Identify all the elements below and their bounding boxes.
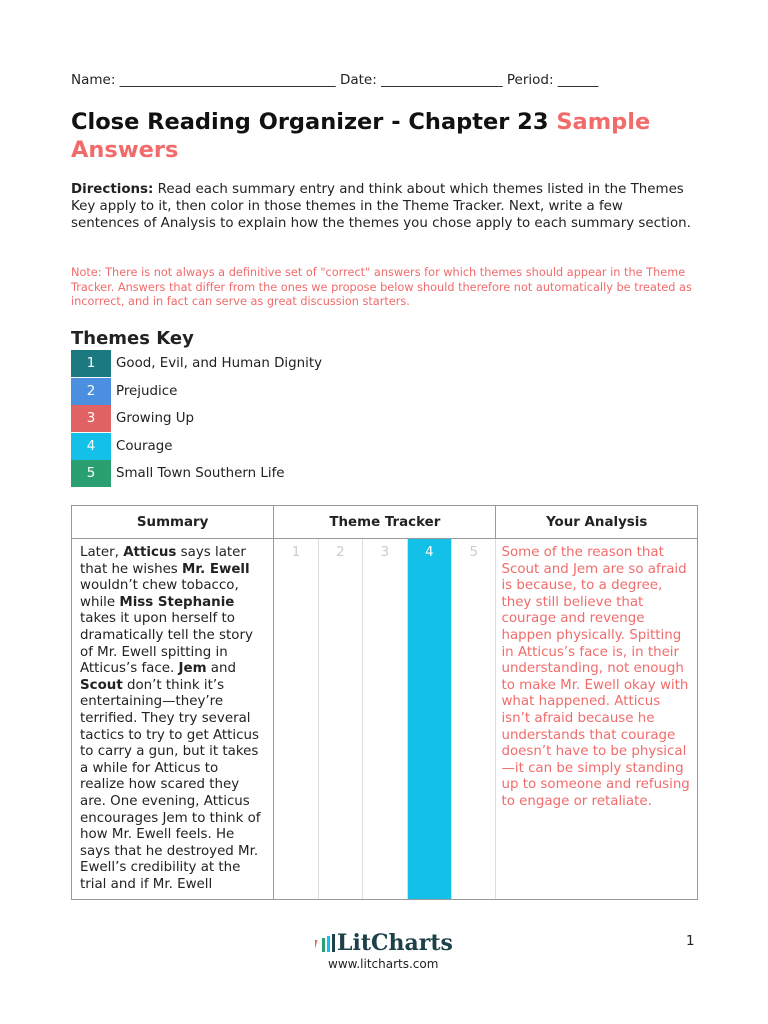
theme-key-item: 4 Courage: [71, 432, 471, 460]
theme-cell-3[interactable]: 3: [362, 537, 408, 901]
header-analysis: Your Analysis: [495, 505, 698, 539]
name-date-period-line: Name: ________________________________ D…: [71, 72, 599, 88]
theme-key-item: 1 Good, Evil, and Human Dignity: [71, 350, 471, 377]
character-name: Miss Stephanie: [119, 594, 235, 610]
theme-cell-5[interactable]: 5: [451, 537, 497, 901]
note: Note: There is not always a definitive s…: [71, 266, 692, 308]
page-number: 1: [686, 934, 695, 949]
character-name: Mr. Ewell: [182, 561, 250, 577]
directions: Directions: Read each summary entry and …: [71, 182, 691, 232]
footer-url[interactable]: www.litcharts.com: [328, 957, 439, 971]
themes-key-heading: Themes Key: [71, 328, 194, 349]
theme-cell-4[interactable]: 4: [406, 537, 453, 901]
table-row: Later, Atticus says later that he wishes…: [70, 537, 698, 901]
theme-label: Prejudice: [116, 383, 178, 399]
summary-text: Later,: [80, 545, 124, 560]
summary-text: takes it upon herself to dramatically te…: [80, 611, 253, 677]
theme-number-swatch: 5: [71, 460, 111, 487]
character-name: Scout: [80, 677, 123, 693]
character-name: Atticus: [123, 545, 177, 560]
directions-text: Read each summary entry and think about …: [71, 182, 691, 231]
logo-text: LitCharts: [337, 930, 453, 956]
header-theme-tracker: Theme Tracker: [273, 505, 497, 539]
title-highlight: Sample Answers: [71, 109, 651, 163]
theme-key-item: 2 Prejudice: [71, 377, 471, 405]
theme-cell-2[interactable]: 2: [317, 537, 364, 901]
theme-label: Courage: [116, 438, 173, 454]
theme-key-item: 3 Growing Up: [71, 405, 471, 432]
summary-text: says later that he wishes: [80, 545, 246, 577]
analysis-cell[interactable]: Some of the reason that Scout and Jem ar…: [495, 537, 698, 901]
theme-label: Good, Evil, and Human Dignity: [116, 356, 323, 371]
litcharts-logo: LitCharts: [315, 930, 453, 956]
summary-text: and: [206, 661, 236, 677]
theme-number-swatch: 4: [71, 432, 111, 460]
theme-key-item: 5 Small Town Southern Life: [71, 460, 471, 487]
character-name: Jem: [178, 661, 207, 677]
theme-number-swatch: 2: [71, 377, 111, 405]
theme-label: Small Town Southern Life: [116, 466, 285, 481]
theme-cell-1[interactable]: 1: [273, 537, 319, 901]
page-title: Close Reading Organizer - Chapter 23 Sam…: [71, 108, 711, 164]
theme-number-swatch: 1: [71, 350, 111, 377]
title-main: Close Reading Organizer - Chapter 23: [71, 109, 549, 135]
summary-text: wouldn’t chew tobacco, while: [80, 578, 239, 610]
header-summary: Summary: [70, 505, 275, 539]
summary-text: don’t think it’s entertaining—they’re te…: [80, 677, 261, 892]
logo-bars-icon: [315, 934, 335, 952]
organizer-table: Summary Theme Tracker Your Analysis Late…: [70, 505, 698, 901]
summary-cell: Later, Atticus says later that he wishes…: [70, 537, 275, 901]
directions-label: Directions:: [71, 182, 154, 197]
theme-number-swatch: 3: [71, 405, 111, 432]
theme-label: Growing Up: [116, 411, 194, 426]
